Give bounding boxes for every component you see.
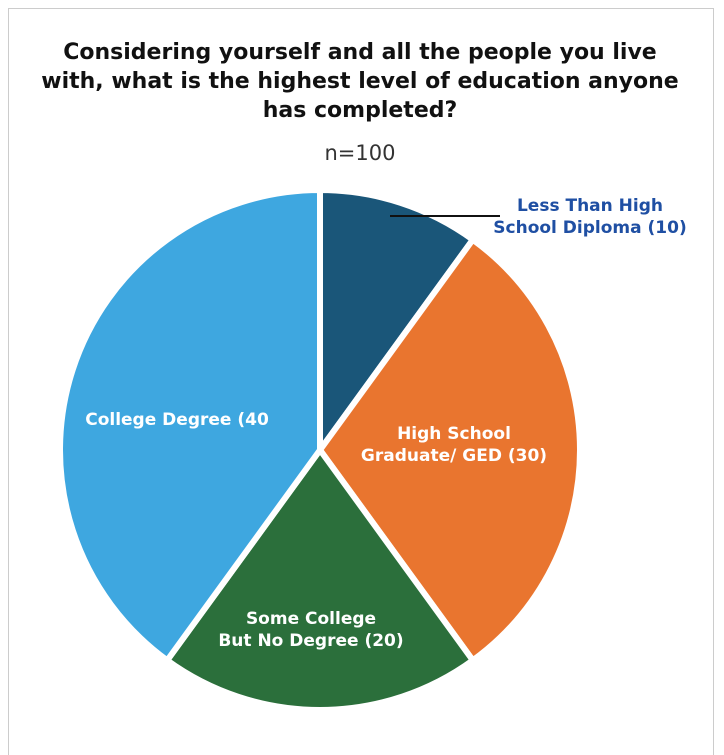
chart-subtitle: n=100 <box>324 141 396 165</box>
chart-frame <box>8 8 714 755</box>
chart-title: Considering yourself and all the people … <box>41 40 679 123</box>
slice-label-some-college: But No Degree (20) <box>218 631 403 651</box>
pie-slice-less-than-high-school <box>317 187 476 453</box>
slice-label-some-college: Some College <box>246 609 376 629</box>
slice-label-high-school-graduate: Graduate/ GED (30) <box>361 446 547 466</box>
slice-label-college-degree: College Degree (40 <box>85 410 269 430</box>
pie-slice-college-degree <box>57 187 323 664</box>
slice-label-less-than-high-school: School Diploma (10) <box>493 218 686 238</box>
slice-label-less-than-high-school: Less Than High <box>517 196 663 216</box>
pie-slices <box>57 187 583 713</box>
pie-slice-high-school-graduate <box>317 236 583 664</box>
pie-slice-some-college <box>164 447 476 713</box>
slice-label-high-school-graduate: High School <box>397 424 511 444</box>
